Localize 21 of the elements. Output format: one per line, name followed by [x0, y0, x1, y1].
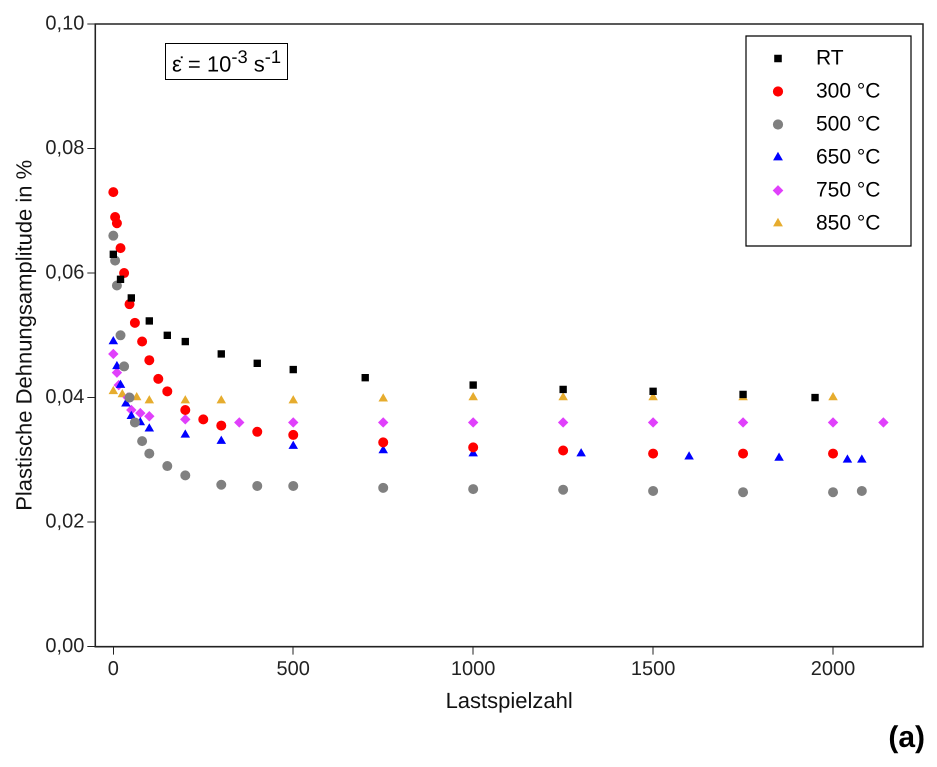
y-tick-label: 0,10 — [45, 12, 84, 35]
y-axis-title: Plastische Dehnungsamplitude in % — [11, 160, 36, 511]
y-tick-label: 0,06 — [45, 262, 84, 284]
annotation: ε̇ = 10$^{-3}$ s$^{-1}$ — [165, 43, 288, 80]
y-tick-label: 0,02 — [45, 510, 84, 533]
text: (a) — [888, 721, 925, 755]
y-tick-label: 0,04 — [45, 386, 84, 408]
legend-label: 850 °C — [816, 211, 880, 234]
legend-label: 500 °C — [816, 112, 880, 136]
x-tick-label: 1500 — [630, 658, 676, 680]
legend-label: 300 °C — [816, 79, 880, 102]
x-tick-label: 1000 — [450, 658, 496, 680]
legend-label: 650 °C — [816, 145, 880, 168]
x-tick-label: 500 — [276, 658, 310, 680]
legend-label: 750 °C — [816, 178, 880, 202]
legend-label: RT — [816, 46, 844, 70]
x-tick-label: 0 — [108, 658, 119, 680]
x-tick-label: 2000 — [810, 658, 856, 680]
y-tick-label: 0,08 — [45, 137, 84, 160]
y-tick-label: 0,00 — [45, 635, 84, 658]
x-axis-title: Lastspielzahl — [446, 688, 573, 713]
